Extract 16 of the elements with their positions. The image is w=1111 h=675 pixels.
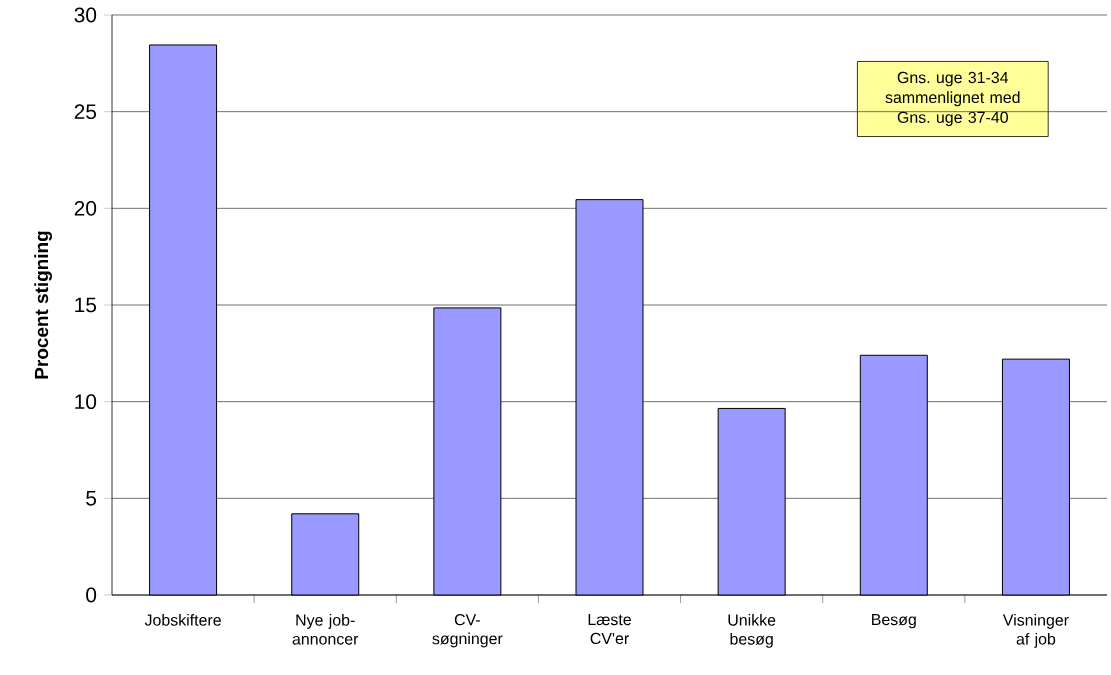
y-axis-title: Procent stigning	[34, 231, 52, 379]
y-tick-label: 10	[75, 394, 97, 410]
x-tick-label: Jobskiftere	[144, 614, 221, 626]
y-tick-label: 15	[75, 297, 97, 313]
y-tick-label: 30	[74, 7, 97, 23]
y-tick-label: 0	[86, 587, 97, 603]
x-tick-label: Visninger af job	[1002, 614, 1069, 648]
annotation: Gns. uge 31-34 sammenlignet med Gns. uge 37-40	[885, 71, 1020, 127]
y-tick-label: 20	[74, 200, 97, 216]
x-tick-label: Besøg	[872, 614, 916, 629]
x-tick-label: Læste CV'er	[588, 614, 631, 645]
x-tick-label: Nye job-annoncer	[292, 614, 359, 645]
y-tick-label: 5	[86, 491, 97, 506]
x-tick-label: CV-søgninger	[432, 614, 503, 648]
y-tick-label: 25	[74, 104, 97, 120]
x-tick-label: Unikke besøg	[728, 614, 776, 648]
